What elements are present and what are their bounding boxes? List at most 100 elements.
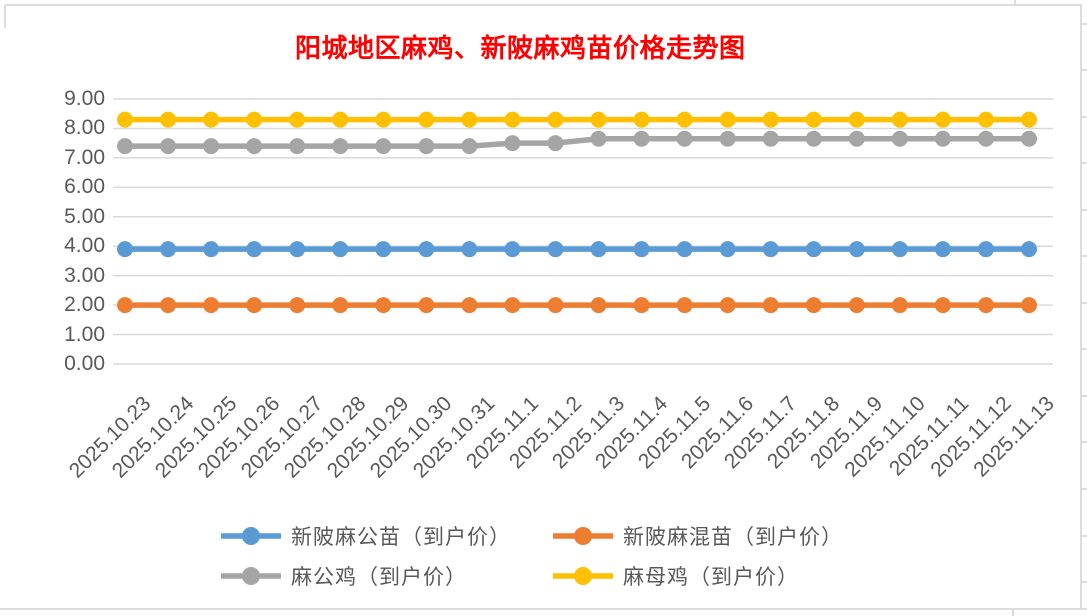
series-marker	[590, 130, 607, 147]
series-marker	[289, 241, 306, 258]
series-marker	[289, 297, 306, 314]
series-marker	[332, 138, 349, 155]
series-marker	[547, 111, 564, 128]
series-marker	[891, 297, 908, 314]
series-marker	[977, 297, 994, 314]
series-marker	[762, 130, 779, 147]
legend-label: 新陂麻混苗（到户价）	[623, 526, 843, 549]
series-marker	[977, 111, 994, 128]
legend-label: 麻母鸡（到户价）	[623, 566, 799, 589]
series-marker	[246, 297, 263, 314]
series-marker	[934, 130, 951, 147]
series-marker	[891, 111, 908, 128]
y-axis-label: 1.00	[64, 322, 105, 346]
series-marker	[633, 297, 650, 314]
series-marker	[332, 241, 349, 258]
series-marker	[203, 297, 220, 314]
series-marker	[934, 111, 951, 128]
series-marker	[676, 111, 693, 128]
chart-border-right	[1080, 4, 1082, 610]
y-axis: 9.00 8.00 7.00 6.00 5.00 4.00 3.00 2.00 1.00 0.00	[0, 0, 105, 616]
series-marker	[633, 241, 650, 258]
series-marker	[805, 297, 822, 314]
legend-item-xinpi-gong-miao[interactable]: 新陂麻公苗（到户价）	[220, 521, 511, 551]
y-axis-label: 0.00	[64, 352, 105, 375]
series-marker	[246, 241, 263, 258]
sheet-row-line-bottom	[0, 608, 1087, 610]
sheet-row-stub	[1082, 581, 1087, 583]
sheet-column-tick-bottom	[1012, 610, 1014, 616]
y-axis-label: 2.00	[64, 293, 105, 317]
series-marker	[805, 241, 822, 258]
series-marker	[375, 138, 392, 155]
series-marker	[504, 297, 521, 314]
series-marker	[719, 111, 736, 128]
sheet-row-stub	[1082, 395, 1087, 397]
y-axis-label: 7.00	[64, 145, 105, 169]
series-marker	[418, 241, 435, 258]
series-marker	[246, 111, 263, 128]
series-marker	[117, 241, 133, 258]
series-marker	[418, 138, 435, 155]
series-marker	[762, 241, 779, 258]
series-marker	[332, 111, 349, 128]
series-marker	[117, 111, 133, 128]
sheet-row-stub	[1082, 441, 1087, 443]
series-marker	[762, 111, 779, 128]
series-marker	[117, 138, 133, 155]
series-marker	[504, 241, 521, 258]
legend-item-xinpi-hun-miao[interactable]: 新陂麻混苗（到户价）	[552, 521, 843, 551]
series-marker	[676, 297, 693, 314]
series-marker	[848, 297, 865, 314]
sheet-row-stub	[1082, 535, 1087, 537]
series-marker	[633, 111, 650, 128]
y-axis-label: 4.00	[64, 234, 105, 258]
series-marker	[1021, 111, 1038, 128]
series-marker	[160, 241, 177, 258]
series-marker	[289, 111, 306, 128]
series-marker	[461, 111, 478, 128]
sheet-row-stub	[1082, 488, 1087, 490]
series-marker	[848, 241, 865, 258]
legend-label: 新陂麻公苗（到户价）	[291, 526, 511, 549]
series-marker	[848, 130, 865, 147]
legend-item-ma-mu-ji[interactable]: 麻母鸡（到户价）	[552, 561, 799, 591]
line-marker-icon	[221, 567, 281, 585]
series-marker	[719, 241, 736, 258]
series-marker	[590, 297, 607, 314]
series-marker	[418, 111, 435, 128]
series-marker	[375, 297, 392, 314]
series-marker	[289, 138, 306, 155]
series-marker	[934, 297, 951, 314]
series-marker	[461, 138, 478, 155]
series-marker	[375, 241, 392, 258]
series-marker	[805, 130, 822, 147]
series-marker	[805, 111, 822, 128]
chart-border-top	[4, 4, 1082, 6]
series-marker	[977, 241, 994, 258]
series-marker	[590, 241, 607, 258]
line-marker-icon	[553, 567, 613, 585]
series-marker	[934, 241, 951, 258]
series-marker	[891, 130, 908, 147]
series-marker	[719, 130, 736, 147]
series-marker	[676, 130, 693, 147]
series-marker	[1021, 297, 1038, 314]
series-marker	[332, 297, 349, 314]
series-marker	[461, 241, 478, 258]
sheet-row-stub	[1082, 116, 1087, 118]
series-marker	[246, 138, 263, 155]
y-axis-label: 9.00	[64, 87, 105, 110]
series-marker	[547, 241, 564, 258]
series-marker	[461, 297, 478, 314]
chart-title: 阳城地区麻鸡、新陂麻鸡苗价格走势图	[295, 34, 746, 64]
series-marker	[1021, 130, 1038, 147]
sheet-row-stub	[1082, 23, 1087, 25]
sheet-row-stub	[1082, 209, 1087, 211]
legend-item-ma-gong-ji[interactable]: 麻公鸡（到户价）	[220, 561, 467, 591]
sheet-row-stub	[1082, 162, 1087, 164]
series-marker	[375, 111, 392, 128]
y-axis-label: 3.00	[64, 263, 105, 287]
